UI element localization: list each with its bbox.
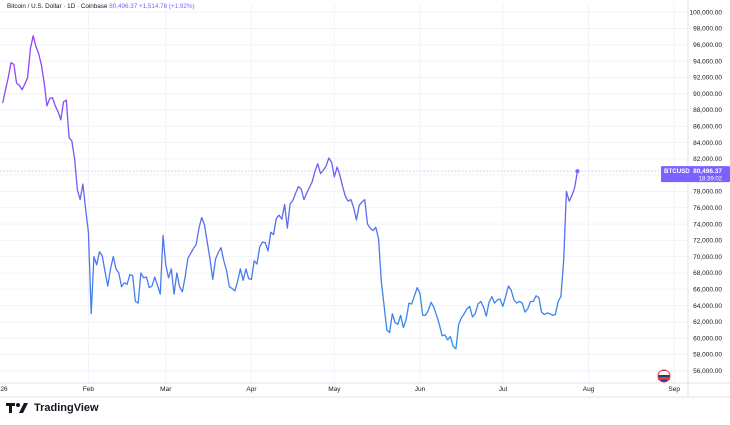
tradingview-branding[interactable]: TradingView bbox=[6, 402, 99, 414]
price-line-group bbox=[0, 35, 688, 350]
y-tick-label: 68,000.00 bbox=[693, 270, 722, 277]
y-tick-label: 66,000.00 bbox=[693, 286, 722, 293]
x-tick-label: Apr bbox=[246, 386, 257, 393]
y-tick-label: 58,000.00 bbox=[693, 352, 722, 359]
tradingview-logo-icon bbox=[6, 403, 28, 413]
y-tick-label: 62,000.00 bbox=[693, 319, 722, 326]
price-change: +1,514.78 (+1.92%) bbox=[138, 3, 195, 10]
y-tick-label: 56,000.00 bbox=[693, 368, 722, 375]
x-axis[interactable]: 26 Feb Mar Apr May Jun Jul Aug Sep bbox=[0, 382, 730, 398]
y-tick-label: 78,000.00 bbox=[693, 189, 722, 196]
x-tick-label: Sep bbox=[668, 386, 680, 393]
price-line bbox=[2, 35, 579, 350]
symbol-legend[interactable]: Bitcoin / U.S. Dollar · 1D · Coinbase 80… bbox=[7, 3, 195, 10]
y-tick-label: 74,000.00 bbox=[693, 221, 722, 228]
price-tag-value: 80,496.37 bbox=[693, 168, 722, 175]
brand-name: TradingView bbox=[34, 402, 99, 414]
grid bbox=[0, 4, 688, 383]
y-axis[interactable]: 100,000.00 98,000.00 96,000.00 94,000.00 92,… bbox=[687, 0, 722, 397]
x-tick-label: Jun bbox=[415, 386, 426, 393]
y-tick-label: 72,000.00 bbox=[693, 238, 722, 245]
last-price-dot bbox=[575, 169, 580, 174]
y-tick-label: 82,000.00 bbox=[693, 156, 722, 163]
y-tick-label: 76,000.00 bbox=[693, 205, 722, 212]
y-tick-label: 84,000.00 bbox=[693, 140, 722, 147]
x-tick-label: Feb bbox=[83, 386, 95, 393]
y-tick-label: 90,000.00 bbox=[693, 91, 722, 98]
price-tag-box bbox=[661, 166, 730, 183]
last-price: 80,496.37 bbox=[109, 3, 138, 10]
y-tick-label: 86,000.00 bbox=[693, 123, 722, 130]
y-tick-label: 100,000.00 bbox=[689, 9, 722, 16]
y-tick-label: 60,000.00 bbox=[693, 335, 722, 342]
y-tick-label: 94,000.00 bbox=[693, 58, 722, 65]
x-tick-label: Aug bbox=[583, 386, 595, 393]
x-tick-label: May bbox=[328, 386, 341, 393]
y-tick-label: 64,000.00 bbox=[693, 303, 722, 310]
y-tick-label: 70,000.00 bbox=[693, 254, 722, 261]
price-tag-symbol: BTCUSD bbox=[664, 168, 690, 175]
x-tick-label: 26 bbox=[0, 386, 8, 393]
events-flag-icon[interactable] bbox=[657, 369, 671, 383]
y-tick-label: 98,000.00 bbox=[693, 26, 722, 33]
symbol-description: Bitcoin / U.S. Dollar · 1D · Coinbase bbox=[7, 3, 108, 10]
x-tick-label: Mar bbox=[160, 386, 172, 393]
y-tick-label: 96,000.00 bbox=[693, 42, 722, 49]
x-tick-label: Jul bbox=[499, 386, 508, 393]
price-tag-countdown: 18:39:02 bbox=[699, 177, 723, 183]
y-tick-label: 88,000.00 bbox=[693, 107, 722, 114]
y-tick-label: 92,000.00 bbox=[693, 75, 722, 82]
last-price-tag: BTCUSD 80,496.37 18:39:02 bbox=[661, 166, 730, 183]
